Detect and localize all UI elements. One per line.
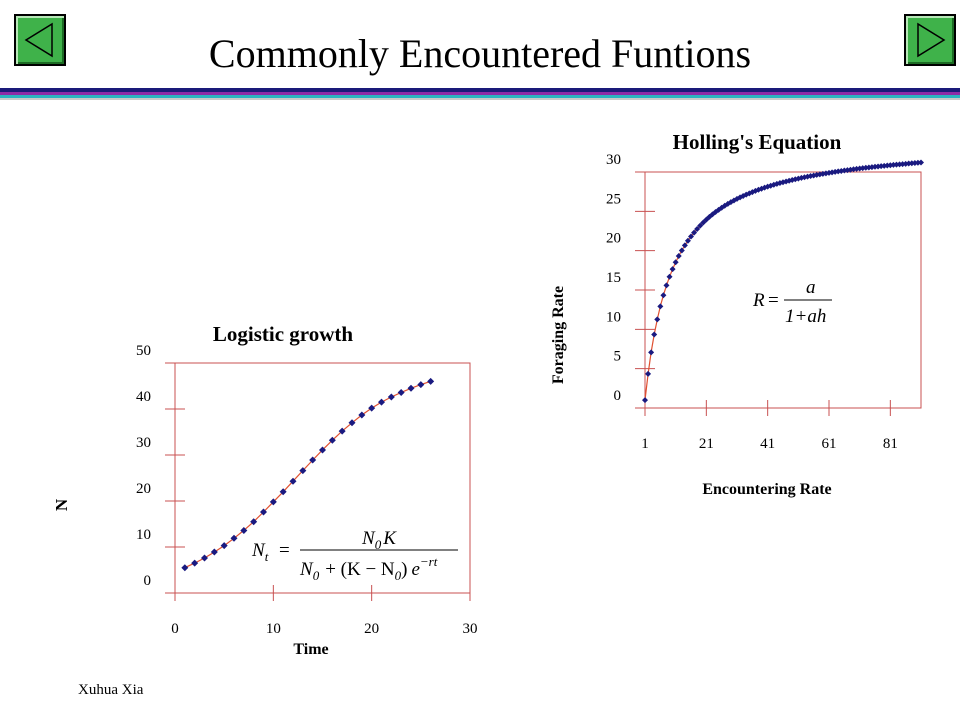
y-tick-label: 5 xyxy=(614,349,622,365)
data-point xyxy=(660,292,667,299)
y-tick-label: 30 xyxy=(136,435,151,451)
svg-text:Nt: Nt xyxy=(251,540,269,564)
data-point xyxy=(694,225,701,232)
data-point xyxy=(651,331,658,338)
data-point xyxy=(645,370,652,377)
x-tick-label: 0 xyxy=(171,621,179,637)
data-point xyxy=(358,411,366,419)
data-point xyxy=(279,488,287,496)
y-tick-label: 30 xyxy=(606,152,621,168)
y-tick-label: 25 xyxy=(606,191,621,207)
logistic-y-axis-label: N xyxy=(52,498,71,511)
data-point xyxy=(289,477,297,485)
slide-title: Commonly Encountered Funtions xyxy=(208,31,752,76)
data-point xyxy=(230,534,238,542)
data-point xyxy=(672,259,679,266)
previous-slide-button[interactable] xyxy=(14,14,66,66)
svg-text:=: = xyxy=(279,540,290,561)
y-tick-label: 10 xyxy=(136,527,151,543)
author-footer: Xuhua Xia xyxy=(78,682,144,698)
data-point xyxy=(663,282,670,289)
data-point xyxy=(697,222,704,229)
next-slide-button[interactable] xyxy=(904,14,956,66)
data-point xyxy=(309,456,317,464)
data-point xyxy=(328,436,336,444)
x-tick-label: 1 xyxy=(641,436,649,452)
logistic-x-axis-label: Time xyxy=(293,641,328,658)
data-point xyxy=(657,303,664,310)
x-tick-label: 21 xyxy=(699,436,714,452)
data-point xyxy=(654,316,661,323)
y-tick-label: 40 xyxy=(136,389,151,405)
data-point xyxy=(648,349,655,356)
svg-text:=: = xyxy=(768,290,779,311)
data-point xyxy=(642,397,648,404)
logistic-equation: Nt = N0 K N0 + (K − N0) e−rt xyxy=(251,528,458,583)
data-point xyxy=(210,548,218,556)
svg-text:N0+ (K − N0)e−rt: N0 + (K − N0) e−rt xyxy=(299,554,438,583)
data-point xyxy=(684,237,691,244)
data-point xyxy=(260,508,267,516)
x-tick-label: 10 xyxy=(266,621,281,637)
data-point xyxy=(918,159,924,166)
data-point xyxy=(368,404,376,412)
data-point xyxy=(250,518,258,526)
svg-text:a: a xyxy=(806,277,816,298)
data-point xyxy=(387,393,395,401)
data-point xyxy=(407,384,415,392)
data-point xyxy=(338,427,346,435)
data-point xyxy=(417,381,425,389)
data-point xyxy=(397,388,405,396)
data-point xyxy=(669,266,676,273)
data-point xyxy=(666,273,673,280)
data-point xyxy=(348,419,356,427)
right-triangle-icon xyxy=(917,22,946,58)
holling-chart-title: Holling's Equation xyxy=(673,130,842,154)
data-point xyxy=(691,229,698,236)
y-tick-label: 20 xyxy=(606,231,621,247)
x-tick-label: 20 xyxy=(364,621,379,637)
data-point xyxy=(191,559,199,567)
svg-text:R: R xyxy=(752,290,765,311)
y-tick-label: 15 xyxy=(606,270,621,286)
svg-text:N0K: N0 K xyxy=(361,528,397,552)
x-tick-label: 30 xyxy=(463,621,478,637)
data-point xyxy=(319,446,326,454)
logistic-plot-area xyxy=(174,362,471,594)
x-tick-label: 41 xyxy=(760,436,775,452)
data-point xyxy=(181,564,189,572)
logistic-chart-title: Logistic growth xyxy=(213,322,354,346)
data-point xyxy=(378,398,385,406)
x-tick-label: 61 xyxy=(822,436,837,452)
holling-y-axis-label: Foraging Rate xyxy=(550,286,567,384)
x-tick-label: 81 xyxy=(883,436,898,452)
data-point xyxy=(681,242,688,249)
data-point xyxy=(678,247,685,254)
holling-plot-area xyxy=(644,171,922,409)
holling-series-line xyxy=(644,162,922,401)
holling-chart: Holling's Equation 0 5 10 15 20 25 30 1 21 41 61 81… xyxy=(550,130,924,498)
left-triangle-icon xyxy=(24,22,53,58)
data-point xyxy=(240,526,248,534)
holling-x-axis-label: Encountering Rate xyxy=(702,481,831,498)
y-tick-label: 10 xyxy=(606,309,621,325)
data-point xyxy=(688,233,694,240)
data-point xyxy=(201,554,208,562)
svg-text:1+ah: 1+ah xyxy=(785,306,826,327)
y-tick-label: 20 xyxy=(136,481,151,497)
data-point xyxy=(269,498,277,506)
holling-equation: R = a 1+ah xyxy=(752,277,832,327)
y-tick-label: 50 xyxy=(136,343,151,359)
data-point xyxy=(220,542,228,550)
data-point xyxy=(299,467,307,475)
y-tick-label: 0 xyxy=(144,573,152,589)
y-tick-label: 0 xyxy=(614,388,622,404)
data-point xyxy=(675,253,682,260)
data-point xyxy=(427,377,435,385)
